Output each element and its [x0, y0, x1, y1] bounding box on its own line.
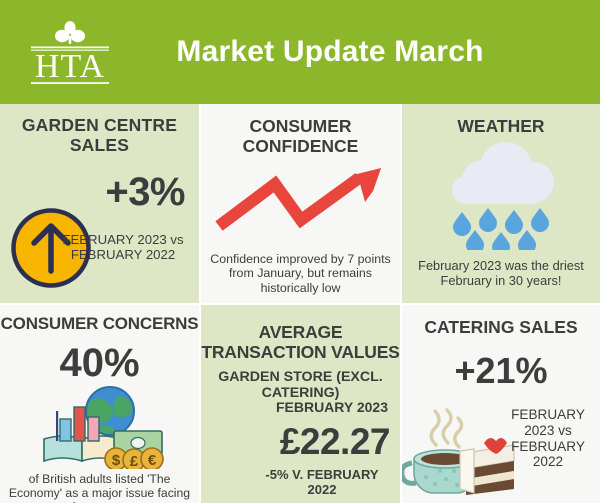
upward-trend-arrow-icon	[213, 162, 389, 244]
panel-consumer-concerns: CONSUMER CONCERNS 40%	[0, 305, 199, 503]
raindrops	[453, 208, 549, 256]
panel-consumer-confidence: CONSUMER CONFIDENCE Confidence improved …	[201, 104, 400, 303]
economy-globe-money-icon: $ £ €	[38, 385, 168, 472]
note-average-transaction-values: -5% V. FEBRUARY 2022	[265, 467, 379, 498]
note-catering-sales: FEBRUARY 2023 vs FEBRUARY 2022	[511, 407, 585, 470]
panel-weather: WEATHER	[402, 104, 600, 303]
panel-subtitle-garden-store: GARDEN STORE (EXCL. CATERING)	[218, 369, 383, 401]
svg-text:£: £	[130, 453, 139, 469]
page-title: Market Update March	[176, 35, 484, 68]
panel-divider	[400, 305, 402, 503]
stat-consumer-concerns: 40%	[59, 341, 140, 385]
panel-title-average-transaction-values: AVERAGE TRANSACTION VALUES	[201, 322, 400, 362]
note-consumer-confidence: Confidence improved by 7 points from Jan…	[210, 252, 391, 295]
up-arrow-circle-icon	[10, 207, 92, 289]
hta-logo: HTA	[27, 18, 113, 88]
teacup-and-cake-icon	[402, 401, 524, 497]
panel-catering-sales: CATERING SALES +21%	[402, 305, 600, 503]
panel-average-transaction-values: AVERAGE TRANSACTION VALUES GARDEN STORE …	[201, 305, 400, 503]
panel-title-weather: WEATHER	[457, 116, 545, 136]
note-weather: February 2023 was the driest February in…	[418, 258, 584, 288]
panel-divider	[400, 104, 402, 303]
svg-text:$: $	[112, 452, 121, 469]
stat-catering-sales: +21%	[454, 350, 548, 391]
stats-grid: GARDEN CENTRE SALES +3% FEBRUARY 2023 vs…	[0, 104, 600, 503]
rain-cloud-icon	[440, 142, 564, 256]
header-banner: HTA Market Update March	[0, 0, 600, 104]
panel-title-catering-sales: CATERING SALES	[424, 317, 578, 337]
panel-title-consumer-confidence: CONSUMER CONFIDENCE	[242, 116, 359, 156]
panel-divider	[199, 104, 201, 303]
panel-title-garden-centre-sales: GARDEN CENTRE SALES	[21, 115, 178, 155]
panel-garden-centre-sales: GARDEN CENTRE SALES +3% FEBRUARY 2023 vs…	[0, 104, 199, 303]
stat-average-transaction-value: £22.27	[279, 421, 391, 462]
panel-title-consumer-concerns: CONSUMER CONCERNS	[0, 314, 199, 333]
note-garden-centre-sales: FEBRUARY 2023 vs FEBRUARY 2022	[62, 232, 184, 263]
svg-text:€: €	[148, 452, 157, 469]
stat-garden-centre-sales: +3%	[105, 170, 185, 214]
clover-trefoil-icon	[55, 21, 85, 44]
panel-divider	[199, 305, 201, 503]
note-consumer-concerns: of British adults listed 'The Economy' a…	[8, 472, 191, 503]
period-label-atv: FEBRUARY 2023	[275, 399, 388, 415]
row-divider	[0, 303, 600, 305]
svg-text:HTA: HTA	[35, 48, 105, 85]
